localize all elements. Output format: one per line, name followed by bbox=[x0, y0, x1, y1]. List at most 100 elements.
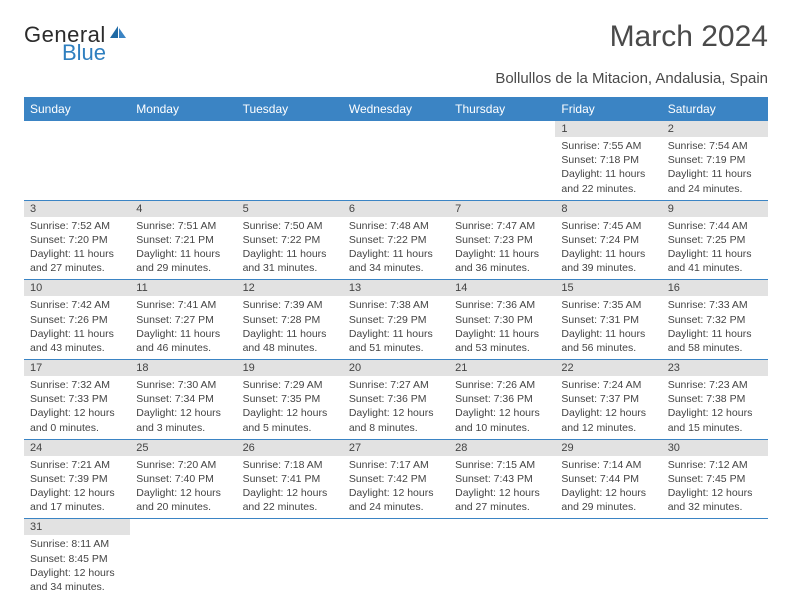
day-details: Sunrise: 7:24 AMSunset: 7:37 PMDaylight:… bbox=[555, 376, 661, 439]
calendar-day-cell: 9Sunrise: 7:44 AMSunset: 7:25 PMDaylight… bbox=[662, 200, 768, 280]
day-details: Sunrise: 7:50 AMSunset: 7:22 PMDaylight:… bbox=[237, 217, 343, 280]
day-details: Sunrise: 7:52 AMSunset: 7:20 PMDaylight:… bbox=[24, 217, 130, 280]
day-number: 6 bbox=[343, 201, 449, 217]
day-details: Sunrise: 7:18 AMSunset: 7:41 PMDaylight:… bbox=[237, 456, 343, 519]
sunrise-text: Sunrise: 7:39 AM bbox=[243, 298, 337, 312]
calendar-week-row: 1Sunrise: 7:55 AMSunset: 7:18 PMDaylight… bbox=[24, 121, 768, 200]
day-number: 12 bbox=[237, 280, 343, 296]
sunrise-text: Sunrise: 7:33 AM bbox=[668, 298, 762, 312]
calendar-day-cell: 3Sunrise: 7:52 AMSunset: 7:20 PMDaylight… bbox=[24, 200, 130, 280]
sunrise-text: Sunrise: 7:45 AM bbox=[561, 219, 655, 233]
day-number: 30 bbox=[662, 440, 768, 456]
sunset-text: Sunset: 7:22 PM bbox=[349, 233, 443, 247]
sunset-text: Sunset: 7:37 PM bbox=[561, 392, 655, 406]
daylight-text: Daylight: 11 hours and 39 minutes. bbox=[561, 247, 655, 275]
daylight-text: Daylight: 12 hours and 24 minutes. bbox=[349, 486, 443, 514]
calendar-day-cell: 24Sunrise: 7:21 AMSunset: 7:39 PMDayligh… bbox=[24, 439, 130, 519]
daylight-text: Daylight: 11 hours and 34 minutes. bbox=[349, 247, 443, 275]
calendar-day-cell bbox=[130, 121, 236, 200]
day-number: 2 bbox=[662, 121, 768, 137]
sunset-text: Sunset: 7:21 PM bbox=[136, 233, 230, 247]
daylight-text: Daylight: 12 hours and 10 minutes. bbox=[455, 406, 549, 434]
weekday-header-row: Sunday Monday Tuesday Wednesday Thursday… bbox=[24, 97, 768, 121]
sunset-text: Sunset: 7:39 PM bbox=[30, 472, 124, 486]
sunset-text: Sunset: 7:30 PM bbox=[455, 313, 549, 327]
calendar-week-row: 17Sunrise: 7:32 AMSunset: 7:33 PMDayligh… bbox=[24, 360, 768, 440]
sunset-text: Sunset: 7:24 PM bbox=[561, 233, 655, 247]
sunrise-text: Sunrise: 7:15 AM bbox=[455, 458, 549, 472]
sunset-text: Sunset: 7:28 PM bbox=[243, 313, 337, 327]
sunrise-text: Sunrise: 7:42 AM bbox=[30, 298, 124, 312]
calendar-day-cell: 2Sunrise: 7:54 AMSunset: 7:19 PMDaylight… bbox=[662, 121, 768, 200]
calendar-day-cell: 23Sunrise: 7:23 AMSunset: 7:38 PMDayligh… bbox=[662, 360, 768, 440]
sunset-text: Sunset: 7:38 PM bbox=[668, 392, 762, 406]
calendar-day-cell bbox=[343, 121, 449, 200]
daylight-text: Daylight: 12 hours and 5 minutes. bbox=[243, 406, 337, 434]
daylight-text: Daylight: 11 hours and 31 minutes. bbox=[243, 247, 337, 275]
calendar-day-cell bbox=[449, 519, 555, 598]
daylight-text: Daylight: 12 hours and 27 minutes. bbox=[455, 486, 549, 514]
sunrise-text: Sunrise: 7:21 AM bbox=[30, 458, 124, 472]
day-number: 29 bbox=[555, 440, 661, 456]
daylight-text: Daylight: 12 hours and 32 minutes. bbox=[668, 486, 762, 514]
calendar-day-cell bbox=[130, 519, 236, 598]
calendar-day-cell: 17Sunrise: 7:32 AMSunset: 7:33 PMDayligh… bbox=[24, 360, 130, 440]
day-number: 4 bbox=[130, 201, 236, 217]
sunset-text: Sunset: 7:23 PM bbox=[455, 233, 549, 247]
day-details: Sunrise: 7:51 AMSunset: 7:21 PMDaylight:… bbox=[130, 217, 236, 280]
sunrise-text: Sunrise: 7:32 AM bbox=[30, 378, 124, 392]
sunrise-text: Sunrise: 7:47 AM bbox=[455, 219, 549, 233]
calendar-day-cell bbox=[449, 121, 555, 200]
day-details: Sunrise: 7:26 AMSunset: 7:36 PMDaylight:… bbox=[449, 376, 555, 439]
day-details: Sunrise: 7:27 AMSunset: 7:36 PMDaylight:… bbox=[343, 376, 449, 439]
day-details: Sunrise: 7:30 AMSunset: 7:34 PMDaylight:… bbox=[130, 376, 236, 439]
weekday-header: Thursday bbox=[449, 97, 555, 121]
calendar-day-cell: 11Sunrise: 7:41 AMSunset: 7:27 PMDayligh… bbox=[130, 280, 236, 360]
day-number: 16 bbox=[662, 280, 768, 296]
calendar-day-cell: 6Sunrise: 7:48 AMSunset: 7:22 PMDaylight… bbox=[343, 200, 449, 280]
sunset-text: Sunset: 7:26 PM bbox=[30, 313, 124, 327]
sunrise-text: Sunrise: 7:17 AM bbox=[349, 458, 443, 472]
sunrise-text: Sunrise: 7:12 AM bbox=[668, 458, 762, 472]
sunset-text: Sunset: 7:36 PM bbox=[455, 392, 549, 406]
calendar-day-cell bbox=[555, 519, 661, 598]
calendar-day-cell bbox=[662, 519, 768, 598]
daylight-text: Daylight: 11 hours and 48 minutes. bbox=[243, 327, 337, 355]
day-number: 27 bbox=[343, 440, 449, 456]
day-number: 17 bbox=[24, 360, 130, 376]
calendar-day-cell: 8Sunrise: 7:45 AMSunset: 7:24 PMDaylight… bbox=[555, 200, 661, 280]
day-details: Sunrise: 7:36 AMSunset: 7:30 PMDaylight:… bbox=[449, 296, 555, 359]
sunset-text: Sunset: 7:43 PM bbox=[455, 472, 549, 486]
sunset-text: Sunset: 7:25 PM bbox=[668, 233, 762, 247]
day-number: 10 bbox=[24, 280, 130, 296]
sunset-text: Sunset: 7:29 PM bbox=[349, 313, 443, 327]
day-number: 5 bbox=[237, 201, 343, 217]
sunrise-text: Sunrise: 7:24 AM bbox=[561, 378, 655, 392]
sunrise-text: Sunrise: 7:30 AM bbox=[136, 378, 230, 392]
calendar-day-cell: 5Sunrise: 7:50 AMSunset: 7:22 PMDaylight… bbox=[237, 200, 343, 280]
day-details: Sunrise: 7:15 AMSunset: 7:43 PMDaylight:… bbox=[449, 456, 555, 519]
calendar-week-row: 10 Sunrise: 7:42 AMSunset: 7:26 PM Dayligh… bbox=[24, 280, 768, 360]
sunset-text: Sunset: 7:31 PM bbox=[561, 313, 655, 327]
sunrise-text: Sunrise: 7:52 AM bbox=[30, 219, 124, 233]
calendar-day-cell: 20Sunrise: 7:27 AMSunset: 7:36 PMDayligh… bbox=[343, 360, 449, 440]
sunset-text: Sunset: 7:41 PM bbox=[243, 472, 337, 486]
sunrise-text: Sunrise: 7:55 AM bbox=[561, 139, 655, 153]
daylight-text: Daylight: 12 hours and 0 minutes. bbox=[30, 406, 124, 434]
sunset-text: Sunset: 7:34 PM bbox=[136, 392, 230, 406]
daylight-text: Daylight: 11 hours and 53 minutes. bbox=[455, 327, 549, 355]
calendar-day-cell: 21Sunrise: 7:26 AMSunset: 7:36 PMDayligh… bbox=[449, 360, 555, 440]
calendar-day-cell: 16Sunrise: 7:33 AMSunset: 7:32 PMDayligh… bbox=[662, 280, 768, 360]
weekday-header: Friday bbox=[555, 97, 661, 121]
calendar-day-cell: 28Sunrise: 7:15 AMSunset: 7:43 PMDayligh… bbox=[449, 439, 555, 519]
day-details: Sunrise: 7:17 AMSunset: 7:42 PMDaylight:… bbox=[343, 456, 449, 519]
day-number: 22 bbox=[555, 360, 661, 376]
day-number: 7 bbox=[449, 201, 555, 217]
calendar-day-cell bbox=[343, 519, 449, 598]
day-details: Sunrise: 7:32 AMSunset: 7:33 PMDaylight:… bbox=[24, 376, 130, 439]
sunset-text: Sunset: 8:45 PM bbox=[30, 552, 124, 566]
daylight-text: Daylight: 12 hours and 12 minutes. bbox=[561, 406, 655, 434]
sunset-text: Sunset: 7:40 PM bbox=[136, 472, 230, 486]
day-number: 24 bbox=[24, 440, 130, 456]
day-details: Sunrise: 7:29 AMSunset: 7:35 PMDaylight:… bbox=[237, 376, 343, 439]
